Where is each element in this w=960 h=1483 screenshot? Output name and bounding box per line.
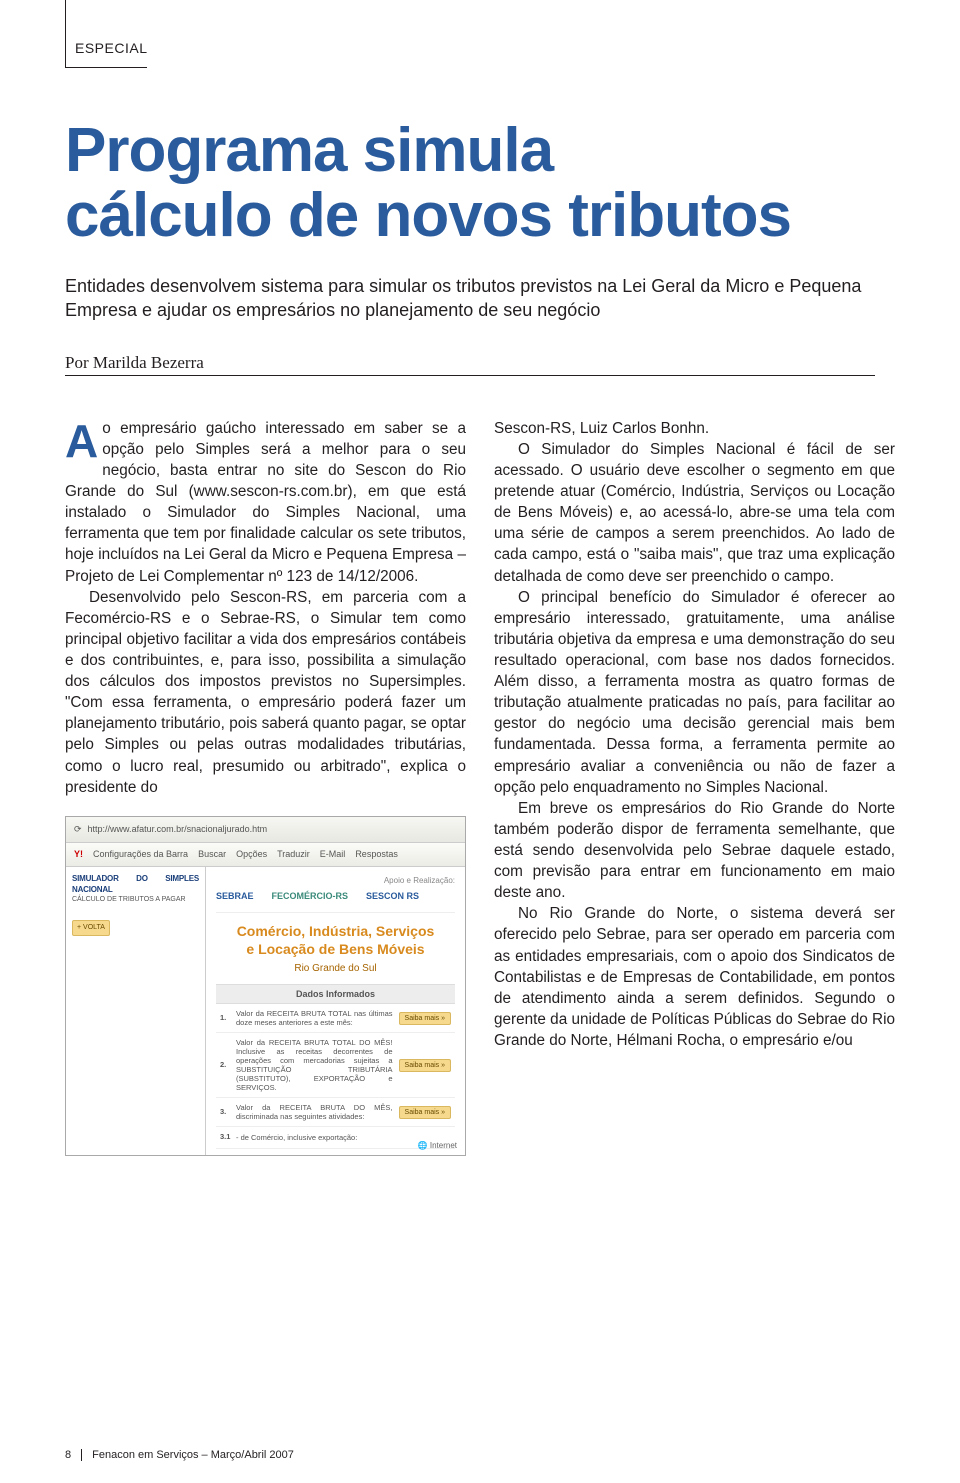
ss-row-3-txt: Valor da RECEITA BRUTA DO MÊS, discrimin… (236, 1103, 393, 1121)
ss-toolbar: Y! Configurações da Barra Buscar Opções … (66, 843, 465, 867)
col2-p2: O Simulador do Simples Nacional é fácil … (494, 439, 895, 587)
ss-url-glyph: ⟳ (74, 823, 82, 835)
body-columns: Ao empresário gaúcho interessado em sabe… (65, 418, 895, 1156)
ss-side-sub: CÁLCULO DE TRIBUTOS A PAGAR (72, 895, 199, 905)
ss-globe-icon: 🌐 (418, 1141, 430, 1150)
ss-row-3-btn: Saiba mais » (399, 1106, 451, 1120)
ss-apoio-label: Apoio e Realização: (216, 875, 455, 886)
ss-logos: SEBRAE FECOMÉRCIO-RS SESCON RS (216, 886, 455, 913)
ss-row-1: 1. Valor da RECEITA BRUTA TOTAL nas últi… (216, 1004, 455, 1033)
ss-logo-sescon: SESCON RS (366, 890, 419, 902)
ss-row-3-n: 3. (220, 1107, 230, 1117)
ss-footer-text: Internet (430, 1141, 457, 1150)
publication-info: Fenacon em Serviços – Março/Abril 2007 (92, 1449, 294, 1461)
byline-block: Por Marilda Bezerra (65, 353, 895, 376)
ss-row-3: 3. Valor da RECEITA BRUTA DO MÊS, discri… (216, 1098, 455, 1127)
section-vline (65, 0, 66, 68)
ss-tool-3: Traduzir (277, 848, 310, 860)
col2-p5: No Rio Grande do Norte, o sistema deverá… (494, 903, 895, 1051)
col2-p3: O principal benefício do Simulador é ofe… (494, 587, 895, 798)
ss-row-4-n: 3.1 (220, 1132, 230, 1142)
byline-rule (65, 375, 875, 376)
ss-row-1-n: 1. (220, 1013, 230, 1023)
ss-tool-1: Buscar (198, 848, 226, 860)
ss-sidebar: SIMULADOR DO SIMPLES NACIONAL CÁLCULO DE… (66, 867, 206, 1155)
ss-row-2: 2. Valor da RECEITA BRUTA TOTAL DO MÊS! … (216, 1033, 455, 1098)
section-hline (65, 67, 147, 68)
column-left: Ao empresário gaúcho interessado em sabe… (65, 418, 466, 1156)
ss-row-1-btn: Saiba mais » (399, 1012, 451, 1026)
ss-y-icon: Y! (74, 848, 83, 860)
headline: Programa simula cálculo de novos tributo… (65, 118, 895, 248)
ss-side-title: SIMULADOR DO SIMPLES NACIONAL (72, 873, 199, 895)
col2-p4: Em breve os empresários do Rio Grande do… (494, 798, 895, 904)
ss-footer-brand: 🌐 Internet (418, 1140, 457, 1151)
section-marker: ESPECIAL (65, 40, 895, 68)
section-label: ESPECIAL (75, 40, 147, 56)
ss-row-2-txt: Valor da RECEITA BRUTA TOTAL DO MÊS! Inc… (236, 1038, 393, 1092)
headline-line1: Programa simula (65, 116, 553, 185)
ss-row-2-n: 2. (220, 1060, 230, 1070)
ss-row-1-txt: Valor da RECEITA BRUTA TOTAL nas últimas… (236, 1009, 393, 1027)
ss-hero-l1: Comércio, Indústria, Serviços (237, 923, 435, 939)
column-right: Sescon-RS, Luiz Carlos Bonhn. O Simulado… (494, 418, 895, 1156)
col1-p1: Ao empresário gaúcho interessado em sabe… (65, 418, 466, 587)
page-number: 8 (65, 1449, 82, 1461)
ss-logo-sebrae: SEBRAE (216, 890, 254, 902)
ss-url: http://www.afatur.com.br/snacionaljurado… (88, 823, 268, 835)
col2-p1: Sescon-RS, Luiz Carlos Bonhn. (494, 418, 895, 439)
page-footer: 8 Fenacon em Serviços – Março/Abril 2007 (65, 1449, 294, 1461)
ss-addressbar: ⟳ http://www.afatur.com.br/snacionaljura… (66, 817, 465, 843)
col1-p1-text: o empresário gaúcho interessado em saber… (65, 420, 466, 585)
ss-row-2-btn: Saiba mais » (399, 1059, 451, 1073)
embedded-screenshot: ⟳ http://www.afatur.com.br/snacionaljura… (65, 816, 466, 1156)
ss-logo-fecomercio: FECOMÉRCIO-RS (272, 890, 349, 902)
ss-main: Apoio e Realização: SEBRAE FECOMÉRCIO-RS… (206, 867, 465, 1155)
dropcap: A (65, 418, 102, 461)
ss-tool-2: Opções (236, 848, 267, 860)
ss-hero-l2: e Locação de Bens Móveis (246, 941, 424, 957)
ss-tool-5: Respostas (355, 848, 398, 860)
ss-dados-header: Dados Informados (216, 984, 455, 1004)
byline: Por Marilda Bezerra (65, 353, 204, 373)
ss-tool-4: E-Mail (320, 848, 346, 860)
headline-line2: cálculo de novos tributos (65, 181, 791, 250)
ss-hero-sub: Rio Grande do Sul (216, 962, 455, 976)
ss-side-button: + VOLTA (72, 920, 110, 936)
ss-hero: Comércio, Indústria, Serviços e Locação … (216, 913, 455, 962)
ss-tool-0: Configurações da Barra (93, 848, 188, 860)
subhead: Entidades desenvolvem sistema para simul… (65, 274, 875, 323)
col1-p2: Desenvolvido pelo Sescon-RS, em parceria… (65, 587, 466, 798)
